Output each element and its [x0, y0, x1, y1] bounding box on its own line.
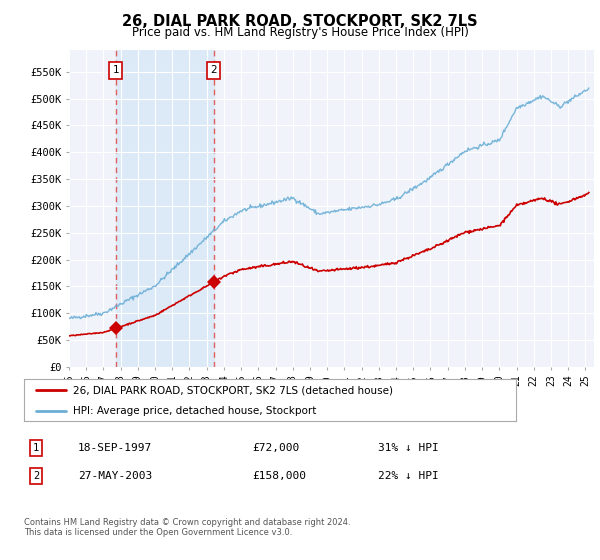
Text: 1: 1	[33, 443, 39, 453]
Text: 1: 1	[113, 66, 119, 75]
Text: 27-MAY-2003: 27-MAY-2003	[78, 471, 152, 481]
Text: £158,000: £158,000	[252, 471, 306, 481]
Text: Price paid vs. HM Land Registry's House Price Index (HPI): Price paid vs. HM Land Registry's House …	[131, 26, 469, 39]
Text: 2: 2	[210, 66, 217, 75]
Text: 26, DIAL PARK ROAD, STOCKPORT, SK2 7LS: 26, DIAL PARK ROAD, STOCKPORT, SK2 7LS	[122, 14, 478, 29]
Text: Contains HM Land Registry data © Crown copyright and database right 2024.
This d: Contains HM Land Registry data © Crown c…	[24, 518, 350, 538]
Text: 18-SEP-1997: 18-SEP-1997	[78, 443, 152, 453]
Bar	[116, 50, 214, 367]
Text: HPI: Average price, detached house, Stockport: HPI: Average price, detached house, Stoc…	[73, 405, 317, 416]
Text: 2: 2	[33, 471, 39, 481]
Text: 26, DIAL PARK ROAD, STOCKPORT, SK2 7LS (detached house): 26, DIAL PARK ROAD, STOCKPORT, SK2 7LS (…	[73, 385, 393, 395]
Text: £72,000: £72,000	[252, 443, 299, 453]
Text: 22% ↓ HPI: 22% ↓ HPI	[378, 471, 439, 481]
Text: 31% ↓ HPI: 31% ↓ HPI	[378, 443, 439, 453]
